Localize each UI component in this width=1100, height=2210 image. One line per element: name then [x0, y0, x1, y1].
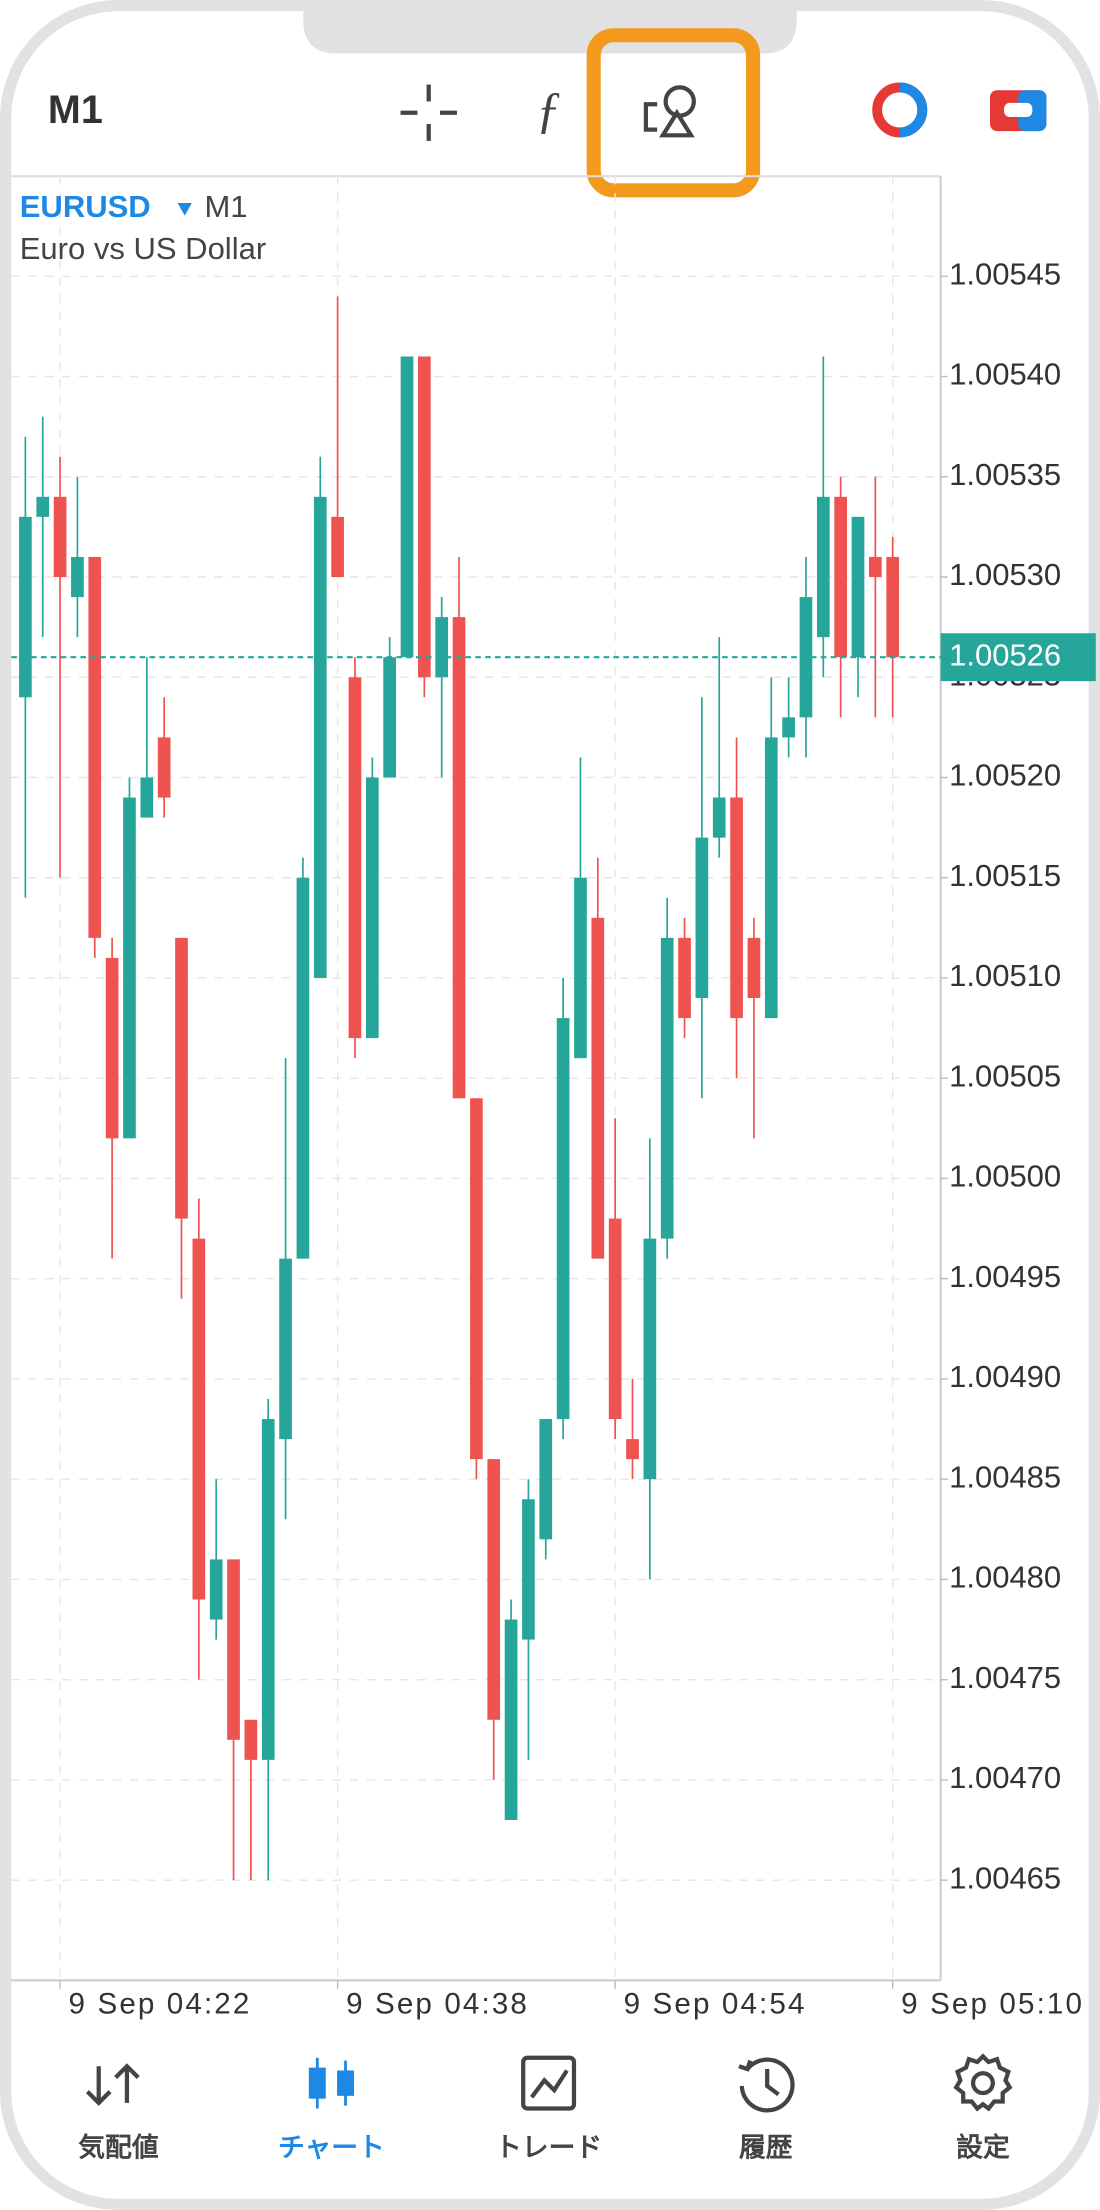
trade-toggle-icon[interactable]	[990, 90, 1047, 132]
highlight-box	[586, 28, 761, 198]
y-tick-label: 1.00545	[949, 256, 1061, 291]
tab-label[interactable]: 履歴	[739, 2132, 793, 2162]
last-price-box	[940, 633, 1096, 682]
y-tick-label: 1.00540	[949, 357, 1061, 392]
candle-body	[435, 617, 449, 678]
y-tick-label: 1.00470	[949, 1760, 1061, 1795]
timeframe-button[interactable]: M1	[48, 88, 103, 132]
y-tick-label: 1.00480	[949, 1560, 1061, 1595]
candle-body	[261, 1419, 275, 1760]
candle-body	[522, 1499, 535, 1640]
candle-body	[331, 516, 344, 578]
candle-body	[209, 1559, 223, 1620]
candle-body	[539, 1419, 553, 1540]
candle-body	[157, 737, 171, 798]
y-tick-label: 1.00465	[949, 1860, 1061, 1895]
candle-body	[313, 496, 327, 978]
candle-body	[730, 797, 743, 1019]
y-tick-label: 1.00520	[949, 758, 1061, 793]
candle-body	[71, 556, 84, 598]
candle-body	[695, 837, 709, 999]
candle-body	[36, 496, 50, 517]
notch	[303, 0, 797, 54]
y-tick-label: 1.00535	[949, 457, 1061, 492]
x-tick-label: 9 Sep 04:22	[69, 1987, 252, 2020]
candle-body	[747, 937, 761, 999]
candle-body	[192, 1238, 206, 1600]
tab-label[interactable]: 設定	[956, 2131, 1010, 2162]
y-tick-label: 1.00485	[949, 1459, 1061, 1494]
candle-body	[365, 777, 379, 1039]
y-tick-label: 1.00490	[949, 1359, 1061, 1394]
y-tick-label: 1.00495	[949, 1259, 1061, 1294]
symbol-description: Euro vs US Dollar	[20, 231, 266, 266]
candle-body	[851, 516, 865, 658]
candle-body	[504, 1619, 518, 1821]
y-tick-label: 1.00515	[949, 858, 1061, 893]
symbol-dropdown[interactable]	[177, 202, 192, 216]
candle-body	[279, 1258, 292, 1440]
candle-body	[418, 356, 431, 678]
candle-body	[140, 777, 154, 818]
trade-icon[interactable]	[521, 2055, 577, 2111]
settings-icon[interactable]	[953, 2053, 1013, 2112]
objects-icon[interactable]	[643, 85, 696, 138]
candle-body	[834, 496, 847, 658]
crosshair-icon[interactable]	[400, 84, 457, 141]
candle-body	[296, 877, 310, 1259]
candle-body	[175, 937, 188, 1219]
candle-body	[869, 556, 882, 578]
y-tick-label: 1.00475	[949, 1660, 1061, 1695]
candle-body	[643, 1238, 657, 1480]
candle-body	[123, 797, 136, 1139]
candle-body	[556, 1018, 570, 1420]
candles	[19, 296, 900, 1881]
x-tick-label: 9 Sep 04:54	[624, 1987, 807, 2020]
candle-body	[678, 937, 691, 1019]
candle-body	[227, 1559, 240, 1740]
tab-label[interactable]: チャート	[278, 2132, 385, 2162]
candle-body	[591, 917, 605, 1259]
one-click-icon[interactable]	[872, 82, 928, 138]
candle-body	[244, 1719, 258, 1760]
candle-body	[452, 617, 466, 1099]
y-tick-label: 1.00530	[949, 557, 1061, 592]
history-icon[interactable]	[738, 2057, 795, 2113]
candle-body	[470, 1098, 483, 1460]
chart-icon[interactable]	[308, 2057, 354, 2109]
indicator-icon[interactable]: ƒ	[536, 82, 561, 138]
x-tick-label: 9 Sep 05:10	[901, 1987, 1084, 2020]
candle-body	[383, 657, 396, 778]
symbol[interactable]: EURUSD	[20, 189, 151, 224]
x-tick-label: 9 Sep 04:38	[346, 1987, 529, 2020]
tab-label[interactable]: 気配値	[78, 2131, 159, 2162]
tab-bar: 気配値 チャート トレード 履歴 設定	[78, 2053, 1013, 2162]
candle-body	[487, 1459, 501, 1720]
tab-label[interactable]: トレード	[495, 2132, 602, 2162]
candle-body	[53, 496, 67, 578]
candle-body	[626, 1439, 639, 1460]
last-price-label: 1.00526	[949, 637, 1061, 672]
y-tick-label: 1.00505	[949, 1058, 1061, 1093]
candle-body	[764, 737, 778, 1019]
candle-body	[886, 556, 900, 658]
quotes-icon[interactable]	[85, 2063, 140, 2106]
chart-timeframe: M1	[204, 189, 247, 224]
y-tick-label: 1.00500	[949, 1159, 1061, 1194]
candle-body	[105, 957, 119, 1139]
candle-body	[608, 1218, 622, 1420]
candle-body	[88, 556, 102, 938]
candle-body	[782, 717, 795, 738]
candle-body	[19, 516, 32, 698]
candle-body	[574, 877, 587, 1059]
candle-body	[660, 937, 674, 1239]
candle-body	[348, 677, 362, 1039]
candle-body	[816, 496, 830, 638]
candle-body	[400, 356, 414, 658]
y-tick-label: 1.00510	[949, 958, 1061, 993]
candle-body	[712, 797, 726, 838]
